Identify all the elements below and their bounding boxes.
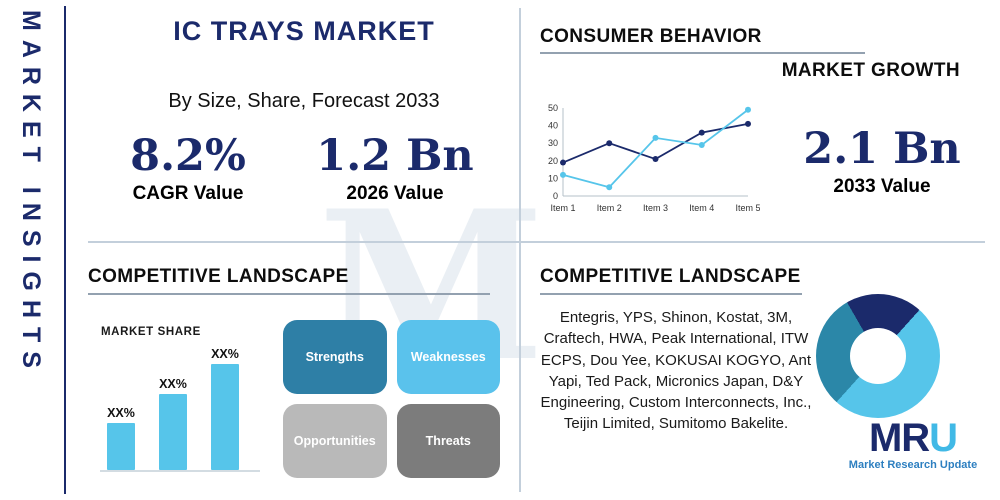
bar-column-1: XX% xyxy=(106,406,136,470)
swot-strengths: Strengths xyxy=(283,320,387,394)
line-chart-svg: 0 10 20 30 40 50 Item 1 Item 2 Item 3 Item 4 Item … xyxy=(548,103,761,213)
svg-text:Item 1: Item 1 xyxy=(550,203,575,213)
consumer-behavior-heading: CONSUMER BEHAVIOR xyxy=(540,26,762,47)
svg-text:Item 2: Item 2 xyxy=(597,203,622,213)
mru-logo-mr: MR xyxy=(868,416,930,460)
market-growth-line-chart: 0 10 20 30 40 50 Item 1 Item 2 Item 3 Item 4 Item … xyxy=(536,100,761,222)
cagr-value: 8.2% xyxy=(130,131,246,181)
competitive-landscape-left-heading: COMPETITIVE LANDSCAPE xyxy=(88,266,349,287)
value-2026-label: 2026 Value xyxy=(346,183,444,205)
sidebar-divider xyxy=(64,6,66,494)
swot-threats: Threats xyxy=(396,404,500,478)
company-list: Entegris, YPS, Shinon, Kostat, 3M, Craft… xyxy=(540,309,812,433)
svg-text:Item 5: Item 5 xyxy=(735,203,760,213)
center-horizontal-divider xyxy=(88,241,985,243)
page-title: IC TRAYS MARKET xyxy=(173,16,435,46)
bar-3 xyxy=(211,364,239,470)
bar-column-3: XX% xyxy=(210,347,240,470)
bar-1 xyxy=(107,423,135,470)
svg-text:20: 20 xyxy=(548,156,558,166)
value-2033-stat: 2.1 Bn 2033 Value xyxy=(793,124,971,198)
svg-text:Item 4: Item 4 xyxy=(689,203,714,213)
swot-grid: Strengths Weaknesses Opportunities Threa… xyxy=(283,320,500,478)
sidebar-vertical-title: MARKET INSIGHTS xyxy=(17,10,45,377)
svg-text:0: 0 xyxy=(553,191,558,201)
cagr-stat: 8.2% CAGR Value xyxy=(98,131,278,205)
svg-text:40: 40 xyxy=(548,121,558,131)
donut-hole xyxy=(850,328,906,384)
consumer-behavior-underline xyxy=(540,52,865,54)
bar-column-2: XX% xyxy=(158,377,188,470)
value-2033-label: 2033 Value xyxy=(833,176,931,198)
mru-logo-u: U xyxy=(929,416,958,460)
market-growth-heading: MARKET GROWTH xyxy=(781,60,960,81)
svg-text:Item 3: Item 3 xyxy=(643,203,668,213)
value-2033: 2.1 Bn xyxy=(803,124,961,174)
competitive-landscape-left-underline xyxy=(88,293,490,295)
bar-label-2: XX% xyxy=(159,377,187,391)
competitive-landscape-right-underline xyxy=(540,293,802,295)
svg-text:10: 10 xyxy=(548,173,558,183)
page-subtitle: By Size, Share, Forecast 2033 xyxy=(168,90,440,112)
market-share-bar-chart: XX% XX% XX% xyxy=(100,342,260,472)
market-share-donut-chart xyxy=(816,294,940,418)
mru-logo-tagline: Market Research Update xyxy=(848,459,978,471)
value-2026-stat: 1.2 Bn 2026 Value xyxy=(305,131,485,205)
center-vertical-divider xyxy=(519,8,521,492)
value-2026: 1.2 Bn xyxy=(316,131,474,181)
swot-opportunities: Opportunities xyxy=(283,404,387,478)
cagr-label: CAGR Value xyxy=(132,183,244,205)
mru-logo: MRU Market Research Update xyxy=(828,418,998,471)
svg-text:50: 50 xyxy=(548,103,558,113)
market-share-label: MARKET SHARE xyxy=(101,326,201,338)
bar-2 xyxy=(159,394,187,470)
swot-weaknesses: Weaknesses xyxy=(396,320,500,394)
svg-text:30: 30 xyxy=(548,138,558,148)
mru-logo-mark: MRU xyxy=(828,418,998,458)
bar-label-1: XX% xyxy=(107,406,135,420)
bar-label-3: XX% xyxy=(211,347,239,361)
competitive-landscape-right-heading: COMPETITIVE LANDSCAPE xyxy=(540,266,801,287)
